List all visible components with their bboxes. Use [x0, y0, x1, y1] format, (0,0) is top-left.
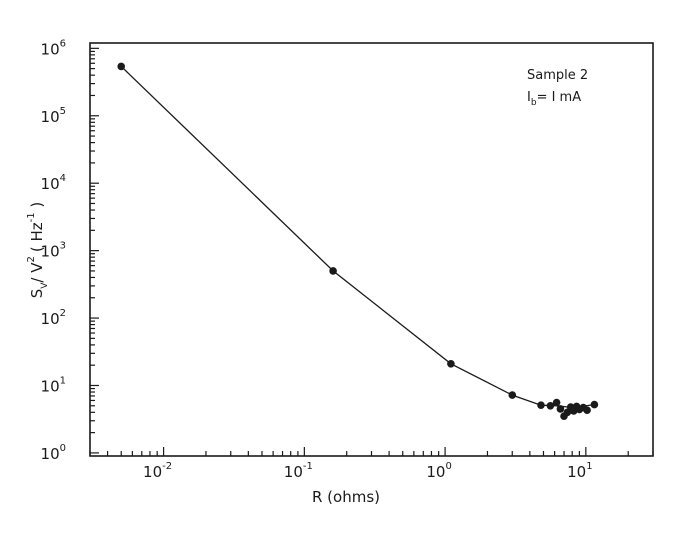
x-tick-exponent: 0 [445, 461, 451, 472]
x-tick-base: 10 [567, 463, 586, 481]
x-tick-exponent: 1 [586, 461, 592, 472]
y-tick-exponent: 4 [60, 173, 66, 184]
x-tick-exponent: -2 [162, 461, 172, 472]
x-tick-label: 100 [426, 461, 451, 481]
data-point [329, 267, 337, 275]
y-tick-label: 102 [41, 308, 66, 328]
y-tick-base: 10 [41, 175, 60, 193]
annotation-bias-rest: = I mA [537, 90, 582, 105]
y-tick-base: 10 [41, 243, 60, 261]
y-tick-exponent: 5 [60, 106, 66, 117]
data-point [117, 62, 125, 71]
y-tick-base: 10 [41, 40, 60, 58]
y-tick-exponent: 6 [60, 38, 66, 49]
annotation-bias-sub: b [531, 98, 537, 108]
y-tick-label: 105 [41, 106, 66, 126]
y-tick-exponent: 3 [60, 241, 66, 252]
annotation-sample: Sample 2 [527, 68, 588, 83]
x-tick-label: 10-1 [284, 461, 313, 481]
y-tick-label: 106 [41, 38, 66, 58]
x-tick-base: 10 [426, 463, 445, 481]
y-tick-label: 104 [41, 173, 66, 193]
y-tick-base: 10 [41, 377, 60, 395]
x-tick-base: 10 [284, 463, 303, 481]
y-axis-title-unit-close: ) [28, 202, 46, 213]
y-tick-label: 100 [41, 443, 66, 463]
y-tick-label: 101 [41, 375, 66, 395]
y-axis-title-base: S [28, 289, 46, 299]
y-axis-title-mid: / V [28, 262, 46, 283]
y-axis-title-unit-sup: -1 [26, 212, 37, 222]
x-axis-ticks: 10-2 10-1 100 101 [89, 447, 654, 481]
y-tick-exponent: 2 [60, 308, 66, 319]
series-line [120, 65, 595, 409]
data-point [552, 398, 561, 407]
x-tick-label: 101 [567, 461, 592, 481]
data-point [508, 391, 517, 399]
annotation-bias-base: I [527, 90, 531, 105]
data-point [583, 406, 591, 415]
data-point [590, 400, 599, 409]
y-tick-label: 103 [41, 241, 66, 261]
y-tick-base: 10 [41, 445, 60, 463]
y-tick-base: 10 [41, 310, 60, 328]
data-point [546, 402, 555, 410]
y-tick-exponent: 0 [60, 443, 66, 454]
annotation-bias-current: Ib= I mA [527, 90, 581, 108]
x-tick-exponent: -1 [303, 461, 313, 472]
y-tick-exponent: 1 [60, 375, 66, 386]
y-axis-title-unit: ( Hz [28, 222, 46, 252]
y-axis-title-sup: 2 [26, 256, 37, 262]
x-axis-title: R (ohms) [312, 488, 380, 506]
data-series [117, 62, 599, 421]
y-tick-base: 10 [41, 108, 60, 126]
data-point [537, 401, 545, 410]
x-tick-base: 10 [143, 463, 162, 481]
data-point [556, 405, 565, 413]
y-axis-title: SV/ V2 ( Hz-1 ) [26, 202, 50, 299]
y-axis-title-sub: V [40, 282, 50, 289]
data-point [447, 360, 455, 368]
x-tick-label: 10-2 [143, 461, 172, 481]
